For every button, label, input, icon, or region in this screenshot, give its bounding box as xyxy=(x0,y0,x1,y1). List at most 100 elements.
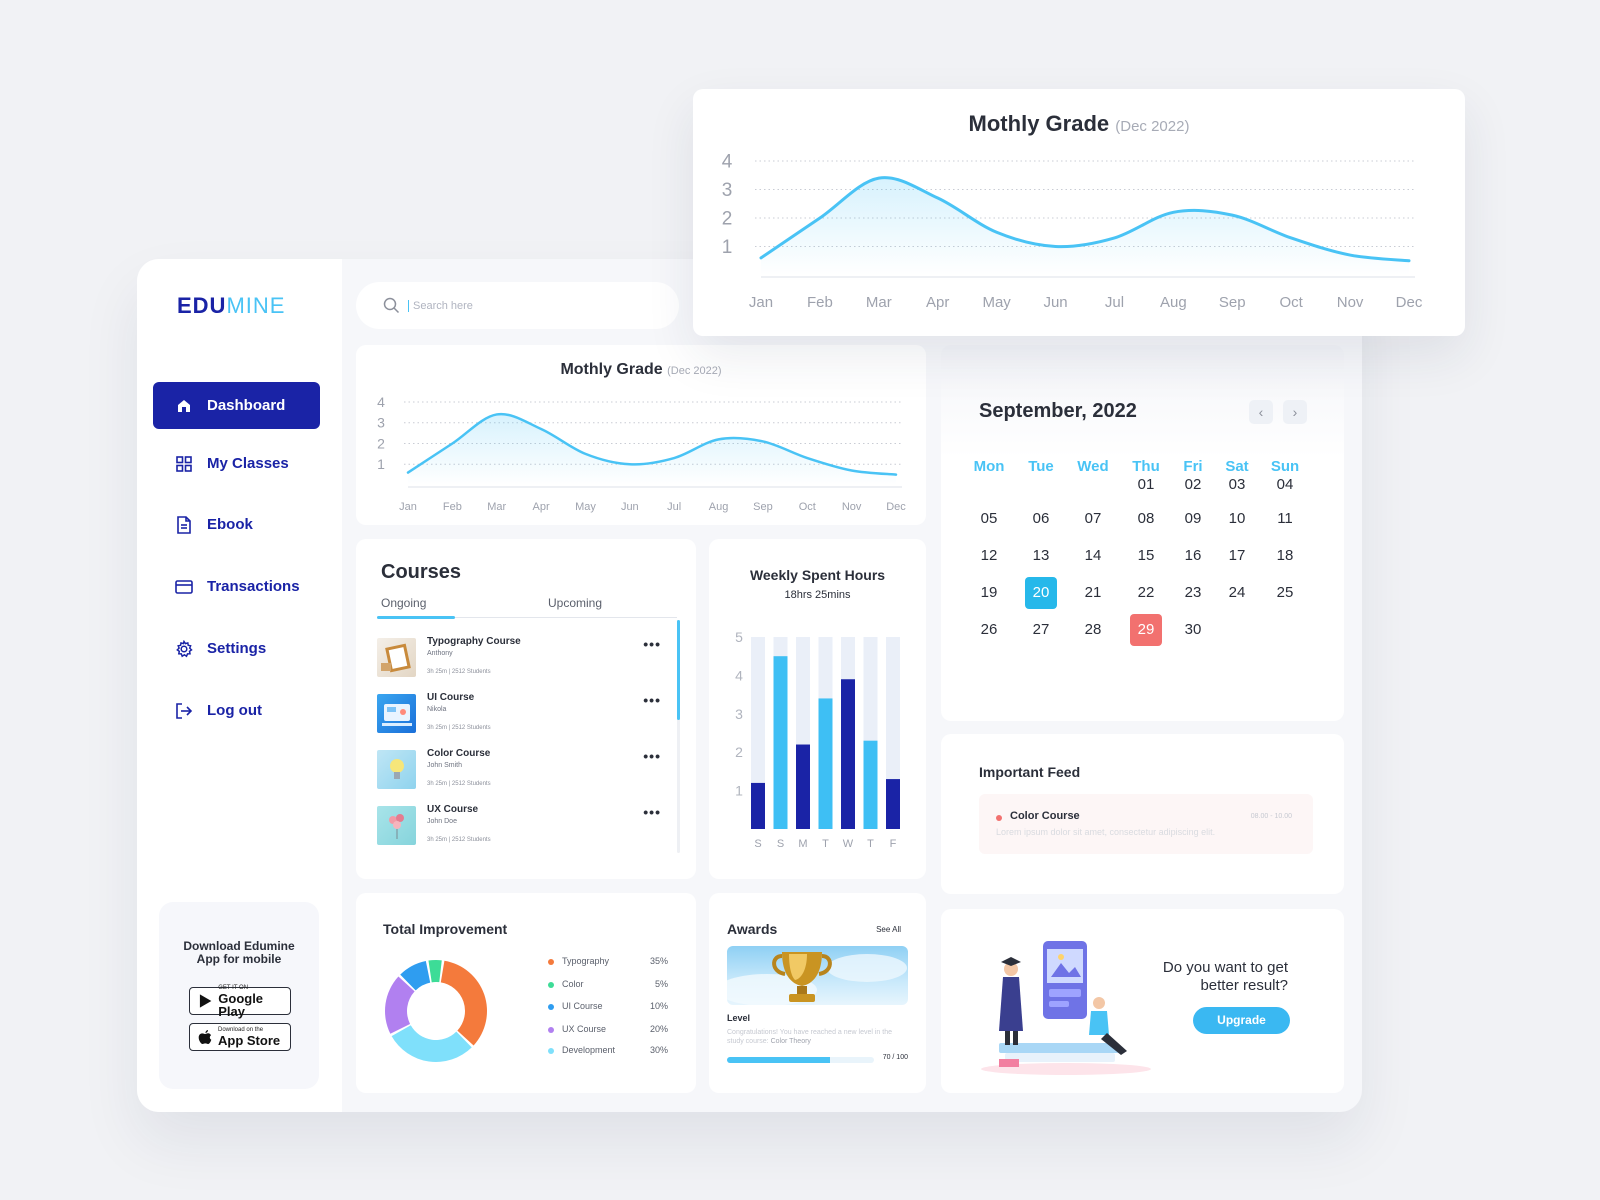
upgrade-button[interactable]: Upgrade xyxy=(1193,1007,1290,1034)
see-all-link[interactable]: See All xyxy=(876,925,901,934)
calendar-day[interactable]: 28 xyxy=(1084,621,1102,638)
more-options-icon[interactable]: ••• xyxy=(643,748,661,764)
x-tick-label: Mar xyxy=(866,294,892,311)
sidebar-item-dashboard[interactable]: Dashboard xyxy=(153,382,320,429)
pie-slice[interactable] xyxy=(391,1025,472,1062)
bar[interactable] xyxy=(863,740,878,829)
calendar-day[interactable]: 08 xyxy=(1137,510,1155,527)
course-author: Nikola xyxy=(427,706,447,713)
monthly-grade-subtitle-large: (Dec 2022) xyxy=(1115,118,1190,135)
course-row-typography[interactable]: Typography Course Anthony 3h 25m | 2512 … xyxy=(377,636,667,681)
sidebar-item-label: Settings xyxy=(207,640,267,657)
x-tick-label: Jan xyxy=(749,294,773,311)
x-tick-label: Dec xyxy=(886,501,906,513)
bar[interactable] xyxy=(841,679,855,829)
calendar-day[interactable]: 19 xyxy=(980,584,998,601)
calendar-day[interactable]: 16 xyxy=(1184,547,1202,564)
calendar-day[interactable]: 17 xyxy=(1228,547,1246,564)
legend-percent: 10% xyxy=(649,1001,668,1011)
feed-item-time: 08.00 - 10.00 xyxy=(1250,813,1292,820)
x-tick-label: Sep xyxy=(753,501,773,513)
calendar-day-today[interactable]: 20 xyxy=(1025,577,1057,609)
calendar-day[interactable]: 11 xyxy=(1277,510,1293,527)
pie-slice[interactable] xyxy=(400,961,431,991)
courses-title: Courses xyxy=(381,561,462,583)
calendar-weekday-label: Sat xyxy=(1225,458,1249,475)
calendar-day[interactable]: 05 xyxy=(980,510,998,527)
calendar-day[interactable]: 30 xyxy=(1184,621,1202,638)
calendar-day[interactable]: 12 xyxy=(980,547,998,564)
more-options-icon[interactable]: ••• xyxy=(643,636,661,652)
calendar-day[interactable]: 21 xyxy=(1084,584,1102,601)
sidebar-item-transactions[interactable]: Transactions xyxy=(153,563,320,610)
weekly-hours-card: Weekly Spent Hours 18hrs 25mins 1 2 3 4 5 S S M… xyxy=(709,539,926,879)
logo[interactable]: EDUMINE xyxy=(177,293,285,319)
scrollbar-thumb[interactable] xyxy=(677,620,680,720)
feed-status-dot xyxy=(996,815,1002,821)
total-improvement-title: Total Improvement xyxy=(383,921,508,937)
y-tick-label: 1 xyxy=(722,237,733,258)
more-options-icon[interactable]: ••• xyxy=(643,692,661,708)
calendar-day[interactable]: 25 xyxy=(1276,584,1294,601)
calendar-day[interactable]: 09 xyxy=(1184,510,1202,527)
calendar-day[interactable]: 07 xyxy=(1084,510,1102,527)
feed-item[interactable]: Color Course 08.00 - 10.00 Lorem ipsum d… xyxy=(979,794,1313,854)
calendar-day[interactable]: 26 xyxy=(980,621,998,638)
google-play-button[interactable]: GET IT ON Google Play xyxy=(189,985,291,1018)
calendar-day[interactable]: 03 xyxy=(1228,476,1246,493)
calendar-day[interactable]: 13 xyxy=(1032,547,1050,564)
calendar-next-button[interactable]: › xyxy=(1283,400,1307,424)
calendar-day-event[interactable]: 29 xyxy=(1130,614,1162,646)
calendar-day[interactable]: 02 xyxy=(1184,476,1202,493)
y-tick-label: 2 xyxy=(735,744,743,760)
level-progress-bar xyxy=(727,1057,874,1063)
calendar-day[interactable]: 10 xyxy=(1228,510,1246,527)
logo-bold: EDU xyxy=(177,293,227,318)
calendar-day[interactable]: 24 xyxy=(1228,584,1246,601)
sidebar-item-ebook[interactable]: Ebook xyxy=(153,501,320,548)
search-icon xyxy=(383,297,400,314)
bar[interactable] xyxy=(818,698,833,829)
scrollbar-track[interactable] xyxy=(677,620,680,853)
calendar-day[interactable]: 23 xyxy=(1184,584,1202,601)
bar[interactable] xyxy=(796,744,810,829)
course-row-ui[interactable]: UI Course Nikola 3h 25m | 2512 Students … xyxy=(377,692,667,737)
course-author: John Doe xyxy=(427,818,457,825)
calendar-day[interactable]: 04 xyxy=(1276,476,1294,493)
calendar-day[interactable]: 27 xyxy=(1032,621,1050,638)
calendar-day[interactable]: 06 xyxy=(1032,510,1050,527)
calendar-day[interactable]: 14 xyxy=(1084,547,1102,564)
x-tick-label: Oct xyxy=(1280,294,1304,311)
app-store-button[interactable]: Download on the App Store xyxy=(189,1023,291,1051)
course-row-ux[interactable]: UX Course John Doe 3h 25m | 2512 Student… xyxy=(377,804,667,849)
bar[interactable] xyxy=(773,656,788,829)
bar[interactable] xyxy=(886,779,900,829)
calendar-day[interactable]: 18 xyxy=(1276,547,1294,564)
home-icon xyxy=(175,397,193,415)
tab-upcoming[interactable]: Upcoming xyxy=(548,596,603,610)
weekly-hours-title: Weekly Spent Hours xyxy=(749,567,886,583)
pie-slice[interactable] xyxy=(440,960,487,1046)
legend-percent: 5% xyxy=(654,979,668,989)
course-author: John Smith xyxy=(427,762,463,769)
tab-ongoing[interactable]: Ongoing xyxy=(381,596,427,610)
more-options-icon[interactable]: ••• xyxy=(643,804,661,820)
sidebar-item-label: Dashboard xyxy=(207,397,286,414)
course-row-color[interactable]: Color Course John Smith 3h 25m | 2512 St… xyxy=(377,748,667,793)
calendar-prev-button[interactable]: ‹ xyxy=(1249,400,1273,424)
bar[interactable] xyxy=(751,782,765,829)
sidebar-item-logout[interactable]: Log out xyxy=(153,687,320,734)
grid-icon xyxy=(175,455,193,473)
sidebar-item-settings[interactable]: Settings xyxy=(153,625,320,672)
pie-slice[interactable] xyxy=(385,976,415,1034)
search-input[interactable]: Search here xyxy=(356,282,679,329)
calendar-day[interactable]: 01 xyxy=(1137,476,1155,493)
pie-slice[interactable] xyxy=(428,960,442,983)
calendar-day[interactable]: 15 xyxy=(1137,547,1155,564)
sidebar-item-my-classes[interactable]: My Classes xyxy=(153,440,320,487)
course-meta: 3h 25m | 2512 Students xyxy=(427,669,491,675)
app-store-small: Download on the xyxy=(218,1027,264,1033)
weekly-hours-subtitle: 18hrs 25mins xyxy=(784,589,851,601)
x-tick-label: Aug xyxy=(709,501,729,513)
calendar-day[interactable]: 22 xyxy=(1137,584,1155,601)
